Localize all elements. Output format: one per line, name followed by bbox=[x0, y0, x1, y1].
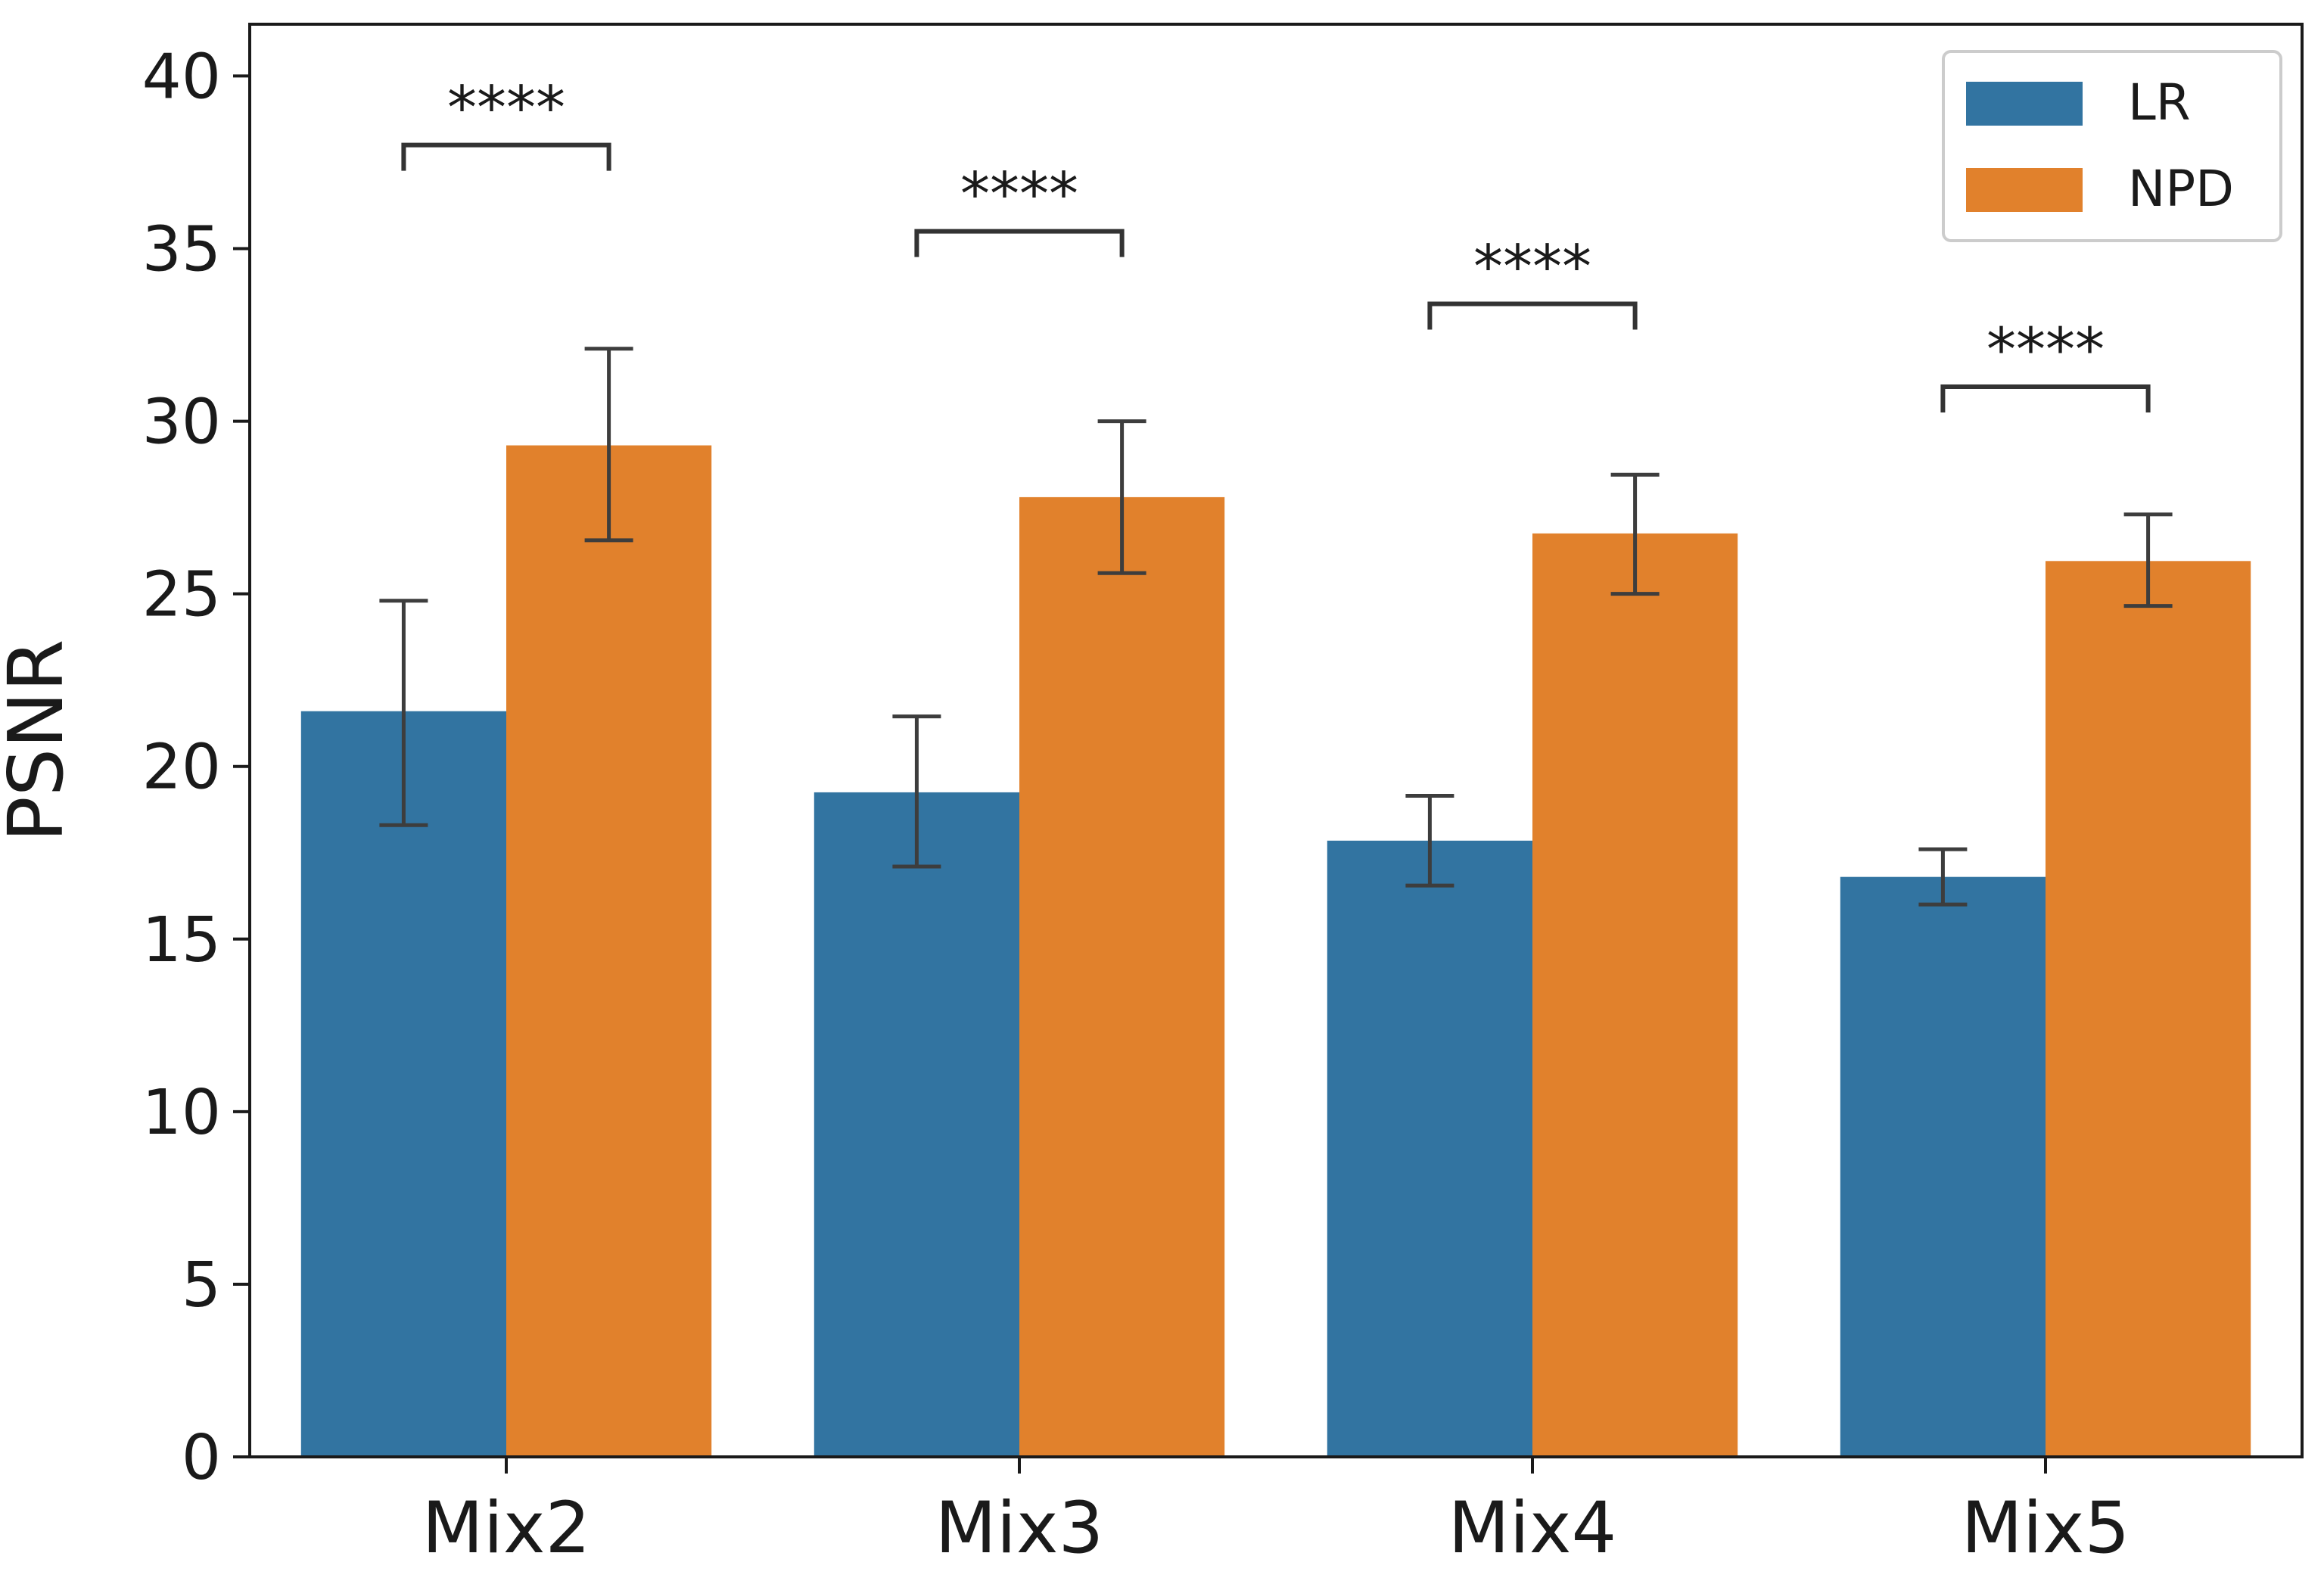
y-axis-title: PSNR bbox=[0, 639, 80, 842]
x-tick-label: Mix5 bbox=[1962, 1487, 2130, 1570]
bar-npd-mix4 bbox=[1532, 533, 1738, 1457]
bar-npd-mix2 bbox=[506, 445, 712, 1458]
bars-layer bbox=[300, 445, 2251, 1458]
x-tick-label: Mix3 bbox=[935, 1487, 1104, 1570]
y-tick-label: 15 bbox=[142, 904, 221, 976]
legend-label-npd: NPD bbox=[2128, 160, 2234, 218]
y-tick-label: 40 bbox=[142, 41, 221, 113]
y-tick-label: 25 bbox=[142, 559, 221, 631]
legend-swatch-lr bbox=[1966, 82, 2083, 126]
bar-npd-mix5 bbox=[2046, 561, 2251, 1457]
y-tick-label: 20 bbox=[142, 732, 221, 804]
y-tick-label: 5 bbox=[182, 1250, 221, 1321]
legend-swatch-npd bbox=[1966, 168, 2083, 212]
y-tick-label: 35 bbox=[142, 213, 221, 285]
x-tick-label: Mix4 bbox=[1448, 1487, 1617, 1570]
significance-annotations: **** **** **** **** bbox=[401, 75, 2151, 412]
y-tick-label: 0 bbox=[182, 1422, 221, 1494]
bar-npd-mix3 bbox=[1019, 496, 1225, 1457]
bar-lr-mix5 bbox=[1840, 876, 2046, 1457]
significance-stars: **** bbox=[1473, 233, 1591, 301]
y-tick-label: 10 bbox=[142, 1077, 221, 1149]
significance-bracket bbox=[1940, 384, 2151, 412]
significance-bracket bbox=[1427, 301, 1638, 330]
significance-stars: **** bbox=[447, 75, 565, 143]
legend: LR NPD bbox=[1942, 50, 2282, 242]
y-axis: 0 5 10 15 20 25 30 35 40 bbox=[142, 41, 250, 1494]
x-axis: Mix2 Mix3 Mix4 Mix5 bbox=[422, 1457, 2130, 1570]
plot-frame bbox=[248, 23, 2304, 1458]
x-tick-label: Mix2 bbox=[422, 1487, 591, 1570]
bar-lr-mix4 bbox=[1327, 840, 1532, 1457]
significance-stars: **** bbox=[1986, 316, 2105, 384]
significance-stars: **** bbox=[960, 161, 1078, 229]
bar-lr-mix2 bbox=[300, 711, 506, 1457]
significance-bracket bbox=[401, 142, 611, 171]
error-bars-layer bbox=[379, 347, 2173, 907]
significance-bracket bbox=[914, 229, 1125, 257]
bar-lr-mix3 bbox=[814, 792, 1019, 1457]
legend-label-lr: LR bbox=[2128, 73, 2191, 132]
y-tick-label: 30 bbox=[142, 387, 221, 459]
